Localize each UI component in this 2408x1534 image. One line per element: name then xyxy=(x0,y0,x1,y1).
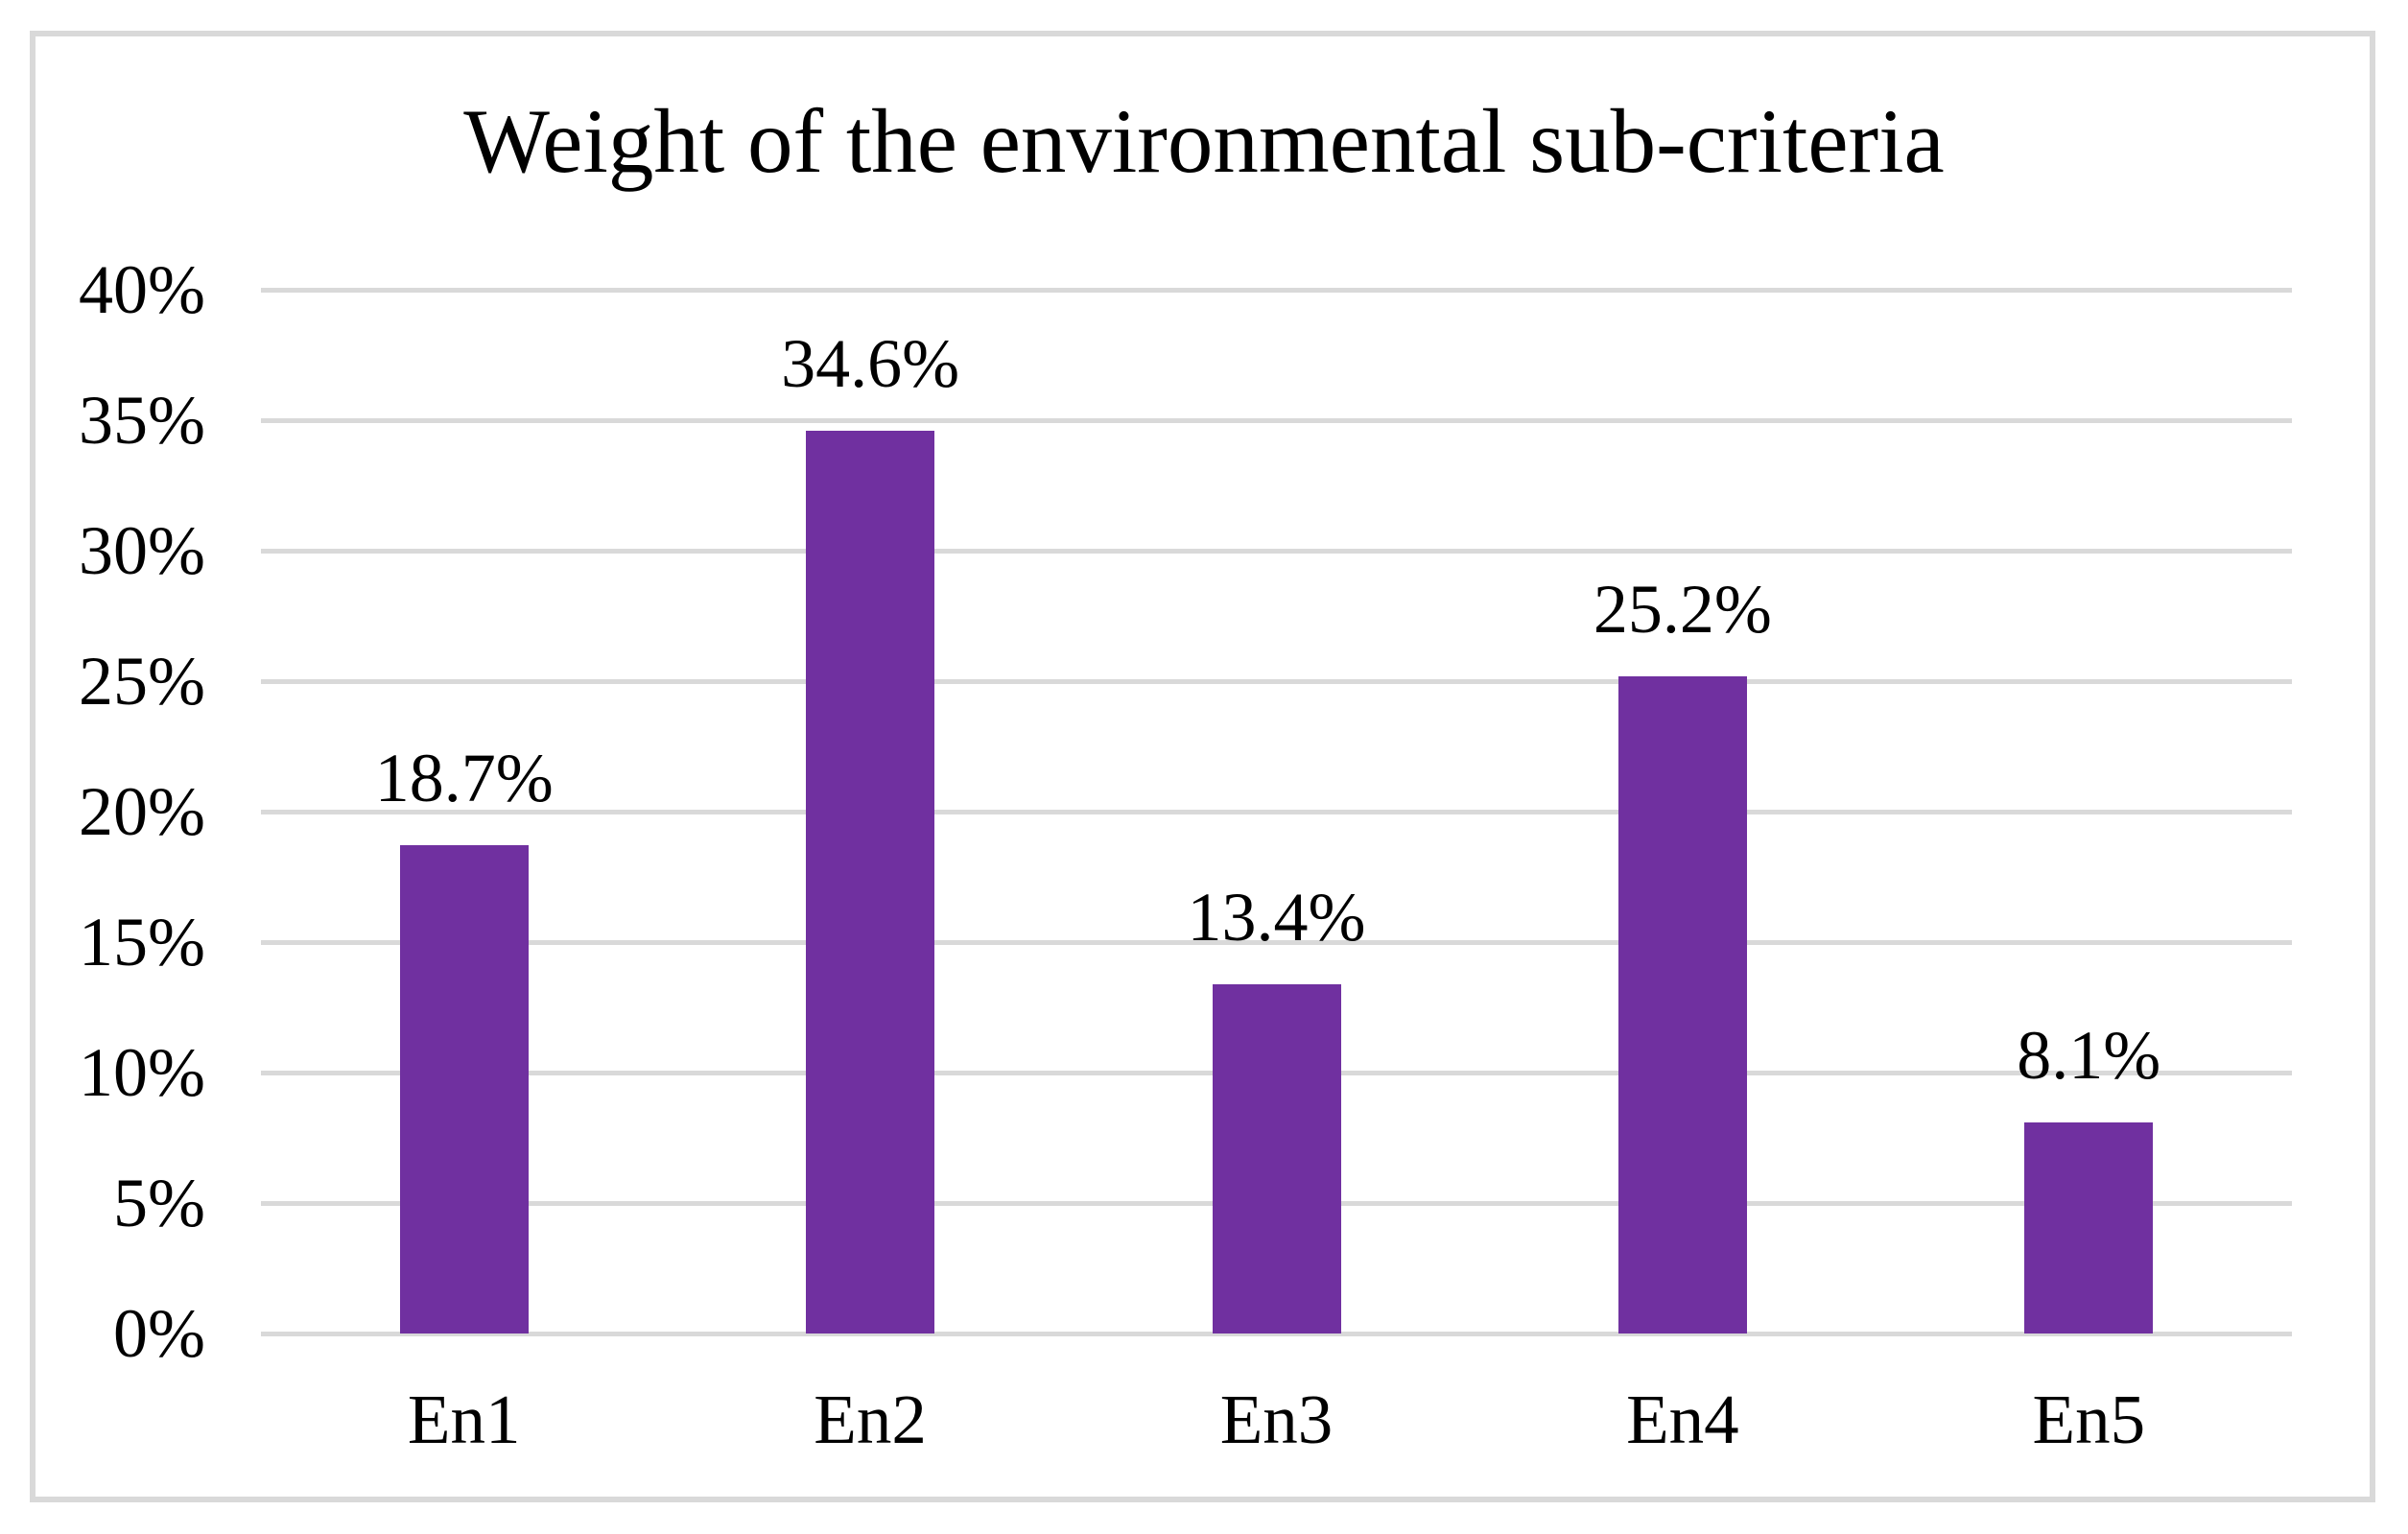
x-tick-label: En3 xyxy=(1219,1381,1334,1458)
chart-title: Weight of the environmental sub-criteria xyxy=(463,90,1945,192)
bar xyxy=(2024,1121,2154,1333)
bar-value-label: 34.6% xyxy=(781,324,960,402)
y-tick-label: 0% xyxy=(113,1295,205,1372)
plot-area: 18.7% 34.6% 13.4% 25.2% 8.1% xyxy=(261,287,2292,1336)
chart-frame-border xyxy=(30,31,2375,1502)
gridline xyxy=(261,287,2292,293)
gridline xyxy=(261,809,2292,814)
bar-value-label: 18.7% xyxy=(374,740,554,817)
bar xyxy=(1212,983,1341,1333)
gridline xyxy=(261,417,2292,423)
y-tick-label: 10% xyxy=(79,1034,205,1111)
y-tick-label: 15% xyxy=(79,904,205,980)
gridline xyxy=(261,939,2292,945)
gridline xyxy=(261,678,2292,684)
y-tick-label: 25% xyxy=(79,643,205,720)
y-tick-label: 20% xyxy=(79,773,205,850)
gridline xyxy=(261,1331,2292,1336)
bar-value-label: 25.2% xyxy=(1593,570,1772,648)
x-tick-label: En4 xyxy=(1626,1381,1739,1458)
bar xyxy=(399,845,529,1333)
y-tick-label: 30% xyxy=(79,512,205,589)
y-tick-label: 5% xyxy=(113,1165,205,1241)
bar xyxy=(806,430,935,1333)
bar-value-label: 8.1% xyxy=(2017,1016,2161,1094)
gridline xyxy=(261,548,2292,554)
x-tick-label: En1 xyxy=(407,1381,521,1458)
x-tick-label: En2 xyxy=(814,1381,927,1458)
bar xyxy=(1617,675,1747,1333)
x-tick-label: En5 xyxy=(2032,1381,2146,1458)
bar-value-label: 13.4% xyxy=(1187,878,1366,956)
y-tick-label: 40% xyxy=(79,251,205,328)
y-tick-label: 35% xyxy=(79,382,205,459)
